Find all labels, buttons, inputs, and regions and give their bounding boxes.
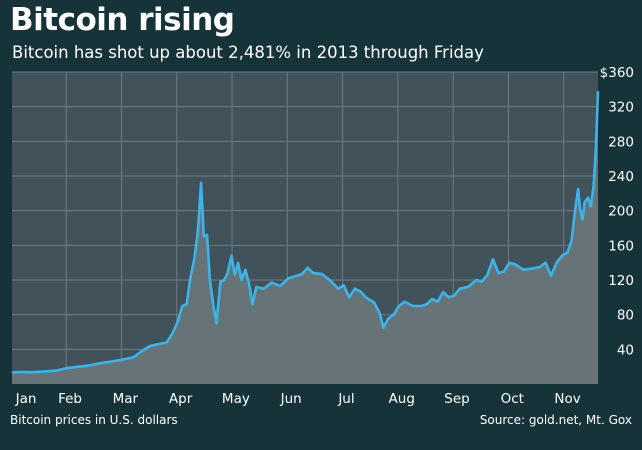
y-axis: 40 80 120 160 200 240 280 320 $360 xyxy=(600,65,634,358)
chart-subtitle: Bitcoin has shot up about 2,481% in 2013… xyxy=(12,43,484,62)
x-tick-label: Jan xyxy=(15,391,37,407)
y-tick-label: 40 xyxy=(617,342,634,358)
source-note: Source: gold.net, Mt. Gox xyxy=(479,413,632,427)
y-tick-label: 320 xyxy=(608,100,634,116)
y-tick-label: 280 xyxy=(608,134,634,150)
y-tick-label: 200 xyxy=(608,204,634,220)
y-tick-label: 80 xyxy=(617,308,634,324)
x-tick-label: Mar xyxy=(113,391,139,407)
y-tick-label: 120 xyxy=(608,273,634,289)
price-area xyxy=(12,91,598,384)
x-tick-label: Jun xyxy=(280,391,302,407)
units-note: Bitcoin prices in U.S. dollars xyxy=(10,413,178,427)
x-tick-label: May xyxy=(222,391,250,407)
y-tick-label: 240 xyxy=(608,169,634,185)
x-tick-label: Apr xyxy=(169,391,193,407)
x-tick-label: Feb xyxy=(58,391,82,407)
x-axis: Jan Feb Mar Apr May Jun Jul Aug Sep Oct Nov xyxy=(15,391,581,407)
y-tick-label: $360 xyxy=(600,65,634,81)
price-line xyxy=(11,91,600,374)
x-tick-label: Oct xyxy=(501,391,524,407)
x-tick-label: Sep xyxy=(444,391,469,407)
x-tick-label: Aug xyxy=(389,391,415,407)
x-tick-label: Nov xyxy=(554,391,580,407)
chart-title: Bitcoin rising xyxy=(10,2,235,38)
y-tick-label: 160 xyxy=(608,238,634,254)
x-tick-label: Jul xyxy=(337,391,354,407)
